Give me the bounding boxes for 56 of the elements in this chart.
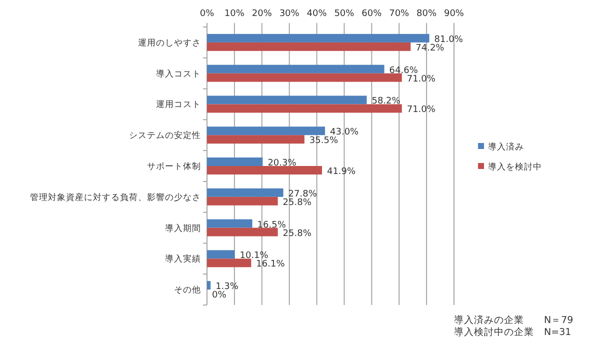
data-label: 35.5% xyxy=(309,136,338,146)
bar xyxy=(207,258,252,268)
bar xyxy=(207,188,284,197)
x-tick-label: 30% xyxy=(279,9,300,19)
bar xyxy=(207,126,326,136)
bar xyxy=(207,135,304,144)
x-tick-label: 40% xyxy=(306,9,328,19)
x-tick-label: 50% xyxy=(334,9,355,19)
bar xyxy=(207,64,384,74)
bar xyxy=(207,228,278,236)
data-label: 0% xyxy=(212,290,227,301)
data-label: 64.6% xyxy=(389,66,418,76)
y-tick-label: その他 xyxy=(174,284,201,296)
bar xyxy=(207,73,402,82)
bar xyxy=(207,42,411,51)
x-tick-label: 10% xyxy=(224,9,245,19)
data-label: 81.0% xyxy=(434,34,464,45)
y-tick-label: システムの安定性 xyxy=(129,130,201,142)
bar xyxy=(207,96,367,104)
data-label: 16.5% xyxy=(257,220,286,230)
y-tick-label: 運用コスト xyxy=(156,99,201,110)
y-tick-label: サポート体制 xyxy=(147,161,201,172)
data-label: 74.2% xyxy=(416,43,445,54)
bar xyxy=(207,104,402,113)
data-label: 25.8% xyxy=(282,198,312,208)
bar xyxy=(207,158,263,166)
bar xyxy=(207,219,252,228)
data-label: 1.3% xyxy=(216,282,239,292)
y-tick-label: 導入期間 xyxy=(165,222,201,234)
bar xyxy=(207,34,430,42)
bar xyxy=(207,196,278,206)
data-label: 27.8% xyxy=(288,189,318,200)
text: 導入検討中の企業 N=31 xyxy=(454,326,572,338)
data-label: 41.9% xyxy=(326,167,356,177)
bar xyxy=(207,250,235,259)
x-tick-label: 20% xyxy=(252,9,272,19)
legend-label: 導入を検討中 xyxy=(488,162,542,172)
y-tick-label: 運用のしやすさ xyxy=(138,37,201,48)
y-tick-label: 導入コスト xyxy=(156,68,201,80)
data-label: 25.8% xyxy=(282,228,312,239)
legend-label: 導入済み xyxy=(488,142,524,152)
data-label: 20.3% xyxy=(268,158,297,168)
data-label: 58.2% xyxy=(372,96,401,107)
bar xyxy=(207,166,322,174)
x-tick-label: 0% xyxy=(200,9,215,19)
data-label: 71.0% xyxy=(406,74,436,84)
y-tick-label: 導入実績 xyxy=(165,254,201,265)
text: 導入済みの企業 N＝79 xyxy=(454,314,574,326)
y-tick-label: 管理対象資産に対する負荷、影響の少なさ xyxy=(30,192,201,203)
x-tick-label: 60% xyxy=(362,9,382,19)
x-tick-label: 70% xyxy=(389,9,410,19)
x-tick-label: 90% xyxy=(444,9,464,19)
x-tick-label: 80% xyxy=(416,9,437,19)
bar xyxy=(207,281,211,290)
data-label: 71.0% xyxy=(406,105,436,116)
data-label: 16.1% xyxy=(256,260,286,270)
